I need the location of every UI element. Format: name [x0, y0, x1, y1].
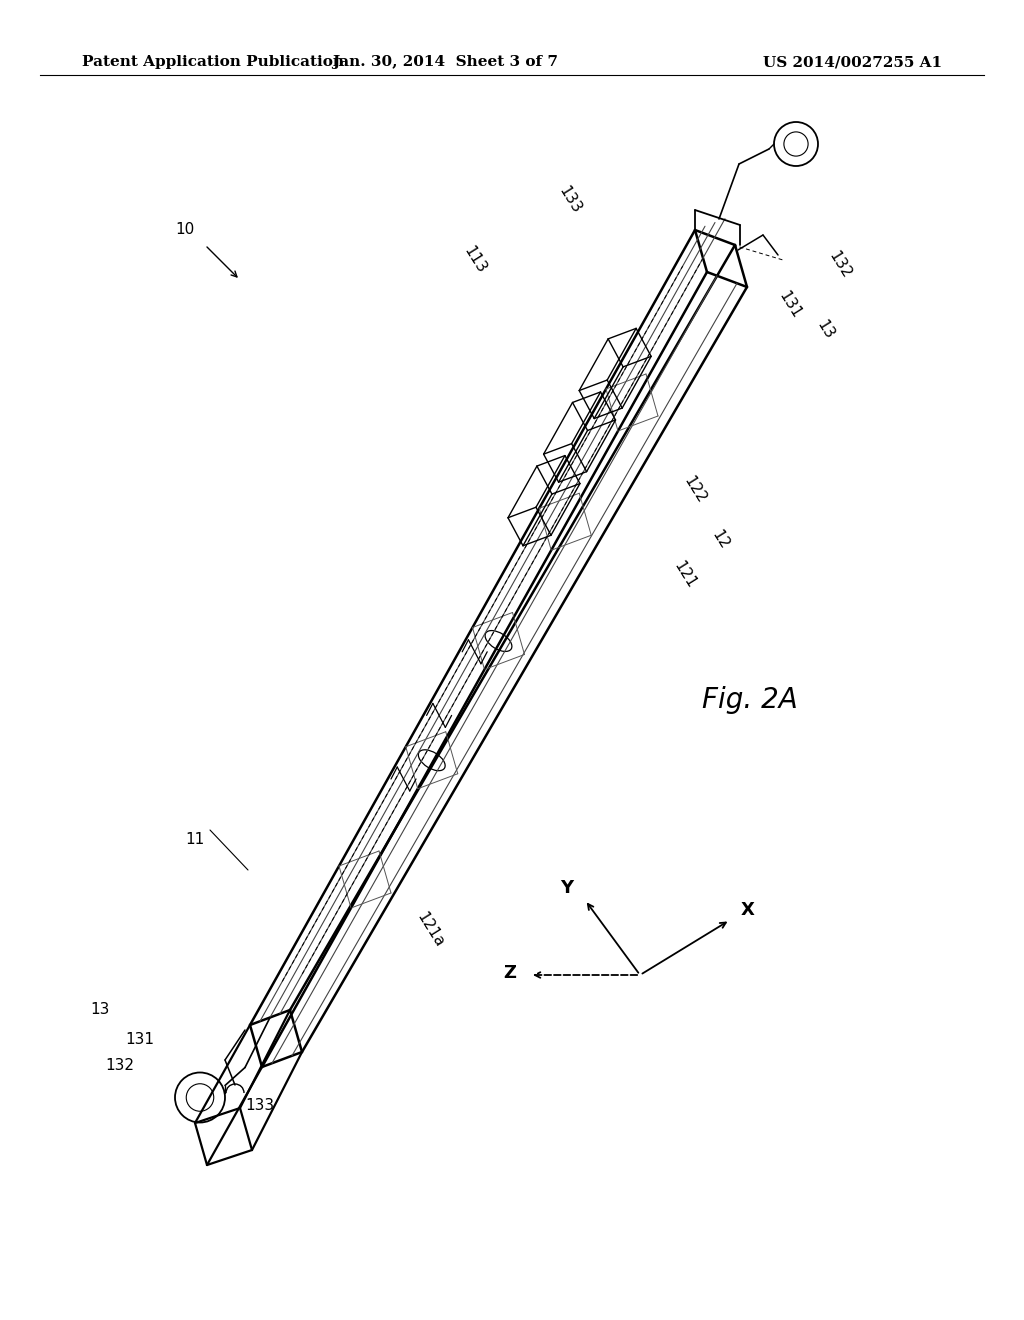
Text: 133: 133: [556, 183, 584, 216]
Text: 131: 131: [776, 289, 804, 321]
Text: 113: 113: [461, 244, 489, 276]
Text: Jan. 30, 2014  Sheet 3 of 7: Jan. 30, 2014 Sheet 3 of 7: [333, 55, 558, 70]
Text: 122: 122: [681, 474, 709, 506]
Text: 132: 132: [105, 1057, 134, 1072]
Text: Fig. 2A: Fig. 2A: [702, 686, 798, 714]
Text: 12: 12: [709, 528, 731, 552]
Text: 121: 121: [671, 558, 699, 591]
Text: 11: 11: [185, 833, 205, 847]
Text: Y: Y: [560, 879, 573, 898]
Text: Patent Application Publication: Patent Application Publication: [82, 55, 344, 70]
Text: 132: 132: [826, 248, 854, 281]
Text: 10: 10: [175, 223, 195, 238]
Text: 131: 131: [126, 1032, 155, 1048]
Text: US 2014/0027255 A1: US 2014/0027255 A1: [763, 55, 942, 70]
Text: 121a: 121a: [414, 909, 446, 950]
Text: Z: Z: [504, 964, 516, 982]
Text: 13: 13: [90, 1002, 110, 1018]
Text: 13: 13: [813, 318, 837, 342]
Text: X: X: [741, 902, 755, 919]
Text: 133: 133: [246, 1097, 274, 1113]
